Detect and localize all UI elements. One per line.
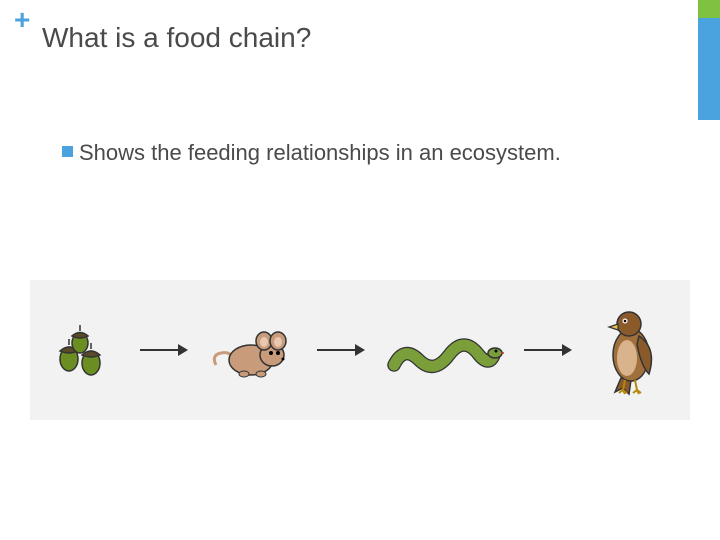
bullet-text: Shows the feeding relationships in an ec… — [79, 138, 561, 168]
arrow-icon — [522, 340, 572, 360]
bullet-row: Shows the feeding relationships in an ec… — [62, 138, 660, 168]
accent-segment-1 — [698, 18, 720, 120]
chain-item-hawk — [591, 300, 671, 400]
arrow-icon — [138, 340, 188, 360]
plus-icon: + — [14, 6, 30, 34]
chain-item-mouse — [206, 315, 296, 385]
hawk-icon — [591, 300, 671, 400]
mouse-icon — [206, 315, 296, 385]
accent-bar — [698, 0, 720, 120]
food-chain-diagram — [30, 280, 690, 420]
arrow-icon — [315, 340, 365, 360]
bullet-square-icon — [62, 146, 73, 157]
acorns-icon — [49, 315, 119, 385]
chain-item-acorns — [49, 315, 119, 385]
snake-icon — [384, 315, 504, 385]
page-title: What is a food chain? — [42, 22, 311, 54]
chain-item-snake — [384, 315, 504, 385]
accent-segment-0 — [698, 0, 720, 18]
